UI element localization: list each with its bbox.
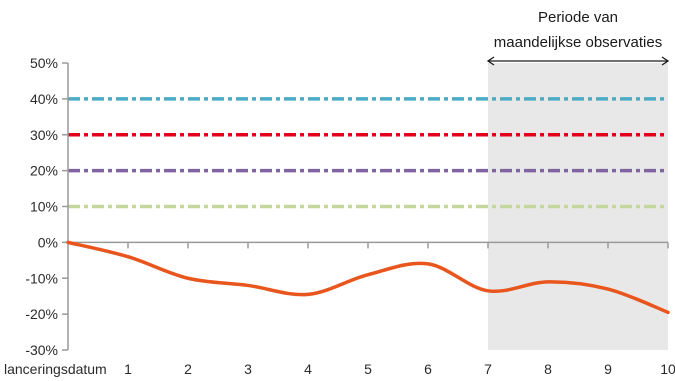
annotation-line-1: Periode van — [538, 9, 618, 26]
arrow-head-left — [486, 56, 495, 66]
y-tick-label: -20% — [25, 306, 58, 322]
y-tick-label: 10% — [30, 199, 58, 215]
x-tick-label: 10 — [660, 361, 675, 377]
x-tick-label: 1 — [124, 361, 132, 377]
y-axis-ticks: 50% 40% 30% 20% 10% 0% -10% -20% -30% — [25, 55, 68, 358]
y-tick-label: 40% — [30, 91, 58, 107]
x-tick-label: 6 — [424, 361, 432, 377]
observation-period-annotation: Periode van maandelijkse observaties — [486, 9, 670, 66]
y-tick-label: 20% — [30, 163, 58, 179]
x-tick-label: 3 — [244, 361, 252, 377]
annotation-line-2: maandelijkse observaties — [494, 34, 662, 51]
y-tick-label: -30% — [25, 342, 58, 358]
x-tick-label: 9 — [604, 361, 612, 377]
x-tick-label: 8 — [544, 361, 552, 377]
y-tick-label: 30% — [30, 127, 58, 143]
x-tick-label: 4 — [304, 361, 312, 377]
x-tick-label: 7 — [484, 361, 492, 377]
reference-lines — [68, 97, 668, 209]
arrow-head-right — [661, 56, 670, 66]
y-tick-label: -10% — [25, 270, 58, 286]
series-line — [66, 240, 670, 315]
x-tick-label: lanceringsdatum — [4, 361, 107, 377]
y-tick-label: 0% — [38, 234, 58, 250]
x-tick-label: 2 — [184, 361, 192, 377]
x-tick-label: 5 — [364, 361, 372, 377]
y-tick-label: 50% — [30, 55, 58, 71]
x-axis-ticks: lanceringsdatum 1 2 3 4 5 6 7 8 9 10 — [4, 242, 675, 377]
